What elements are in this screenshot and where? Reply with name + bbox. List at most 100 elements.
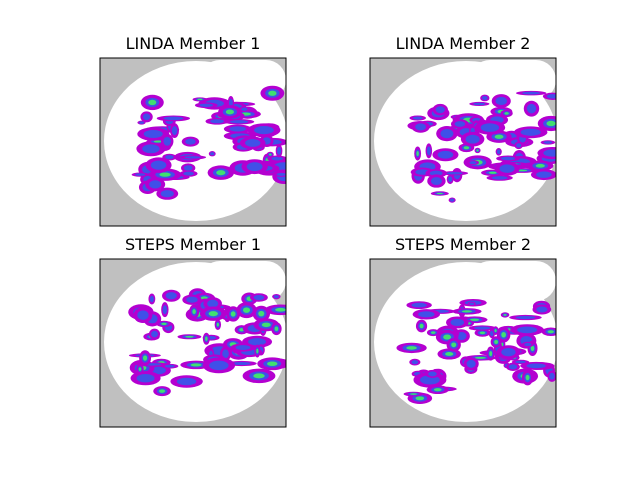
rain-cell	[474, 356, 486, 359]
rain-cell	[256, 348, 259, 354]
rain-cell	[183, 171, 194, 176]
rain-cell	[433, 388, 442, 392]
rain-cell	[163, 136, 171, 146]
rain-cell	[258, 310, 265, 317]
rain-cell	[267, 361, 278, 367]
rain-cell	[479, 331, 486, 335]
rain-cell	[440, 129, 454, 139]
rain-cell	[508, 364, 518, 370]
frame	[99, 258, 287, 428]
rain-cell	[496, 149, 501, 155]
rain-cell	[445, 352, 454, 356]
rain-cell	[530, 345, 535, 351]
rain-cell	[229, 126, 246, 132]
rain-cell	[494, 329, 497, 333]
rain-cell	[164, 364, 175, 368]
rain-cell	[448, 176, 453, 183]
rain-cell	[454, 121, 466, 127]
rain-cell	[253, 373, 265, 379]
frame	[369, 57, 557, 227]
rain-cell	[480, 123, 500, 132]
rain-cell	[450, 198, 455, 202]
rain-cell	[536, 171, 552, 178]
rain-cell	[185, 138, 196, 145]
rain-cell	[150, 366, 166, 375]
rain-cell	[415, 396, 425, 401]
rain-cell	[246, 162, 263, 172]
rain-cell	[543, 149, 556, 157]
coverage-top	[470, 60, 556, 100]
rain-cell	[516, 143, 522, 148]
panel	[370, 259, 556, 427]
rain-cell	[192, 309, 196, 315]
rain-cell	[419, 323, 424, 329]
rain-cell	[183, 165, 193, 171]
rain-cell	[150, 160, 167, 170]
rain-cell	[184, 156, 201, 159]
rain-cell	[273, 295, 279, 299]
rain-cell	[276, 172, 286, 176]
rain-cell	[476, 149, 479, 152]
frame	[99, 57, 287, 227]
rain-cell	[536, 306, 548, 313]
panel-title: STEPS Member 2	[395, 235, 531, 254]
coverage-top	[200, 261, 286, 301]
rain-cell	[469, 161, 477, 165]
rain-cell	[210, 119, 225, 124]
rain-cell	[137, 310, 149, 320]
rain-cell	[494, 134, 504, 139]
rain-cell	[489, 351, 493, 357]
rain-cell	[463, 146, 470, 150]
rain-cell	[525, 374, 530, 381]
rain-cell	[411, 360, 419, 365]
rain-cell	[186, 296, 198, 303]
rain-cell	[474, 326, 491, 330]
rain-cell	[466, 359, 476, 368]
rain-cell	[491, 176, 508, 180]
rain-cell	[210, 152, 215, 156]
rain-cell	[139, 121, 144, 124]
rain-cell	[461, 310, 473, 313]
rain-cell	[235, 345, 251, 350]
rain-cell	[543, 141, 553, 144]
rain-cell	[494, 339, 499, 344]
panel	[100, 58, 286, 226]
rain-cell	[524, 342, 532, 347]
rain-cell	[248, 338, 267, 346]
rain-cell	[153, 140, 162, 143]
rain-cell	[149, 295, 154, 303]
rain-cell	[430, 177, 442, 186]
panel	[100, 259, 286, 427]
rain-cell	[165, 292, 177, 300]
rain-cell	[522, 91, 541, 95]
rain-cell	[275, 307, 286, 312]
rain-cell	[142, 113, 151, 121]
rain-cell	[142, 355, 148, 361]
rain-cell	[488, 171, 497, 174]
rain-cell	[431, 331, 436, 334]
rain-cell	[501, 331, 506, 338]
rain-cell	[228, 98, 233, 108]
rain-cell	[418, 311, 435, 318]
rain-cell	[446, 171, 463, 175]
panel-title: STEPS Member 1	[125, 235, 261, 254]
rain-cell	[199, 103, 214, 107]
rain-cell	[171, 126, 178, 136]
panel-title: LINDA Member 2	[396, 34, 531, 53]
rain-cell	[482, 95, 488, 100]
rain-cell	[465, 134, 480, 144]
rain-cell	[242, 307, 251, 313]
rain-cell	[148, 99, 157, 106]
rain-cell	[495, 96, 507, 106]
rain-cell	[138, 367, 142, 371]
rain-cell	[428, 371, 437, 377]
rain-cell	[526, 103, 537, 114]
rain-cell	[274, 326, 279, 331]
rain-cell	[205, 336, 208, 341]
rain-cell	[135, 173, 146, 176]
rain-cell	[222, 349, 229, 359]
rain-cell	[207, 299, 219, 308]
rain-cell	[436, 192, 443, 195]
